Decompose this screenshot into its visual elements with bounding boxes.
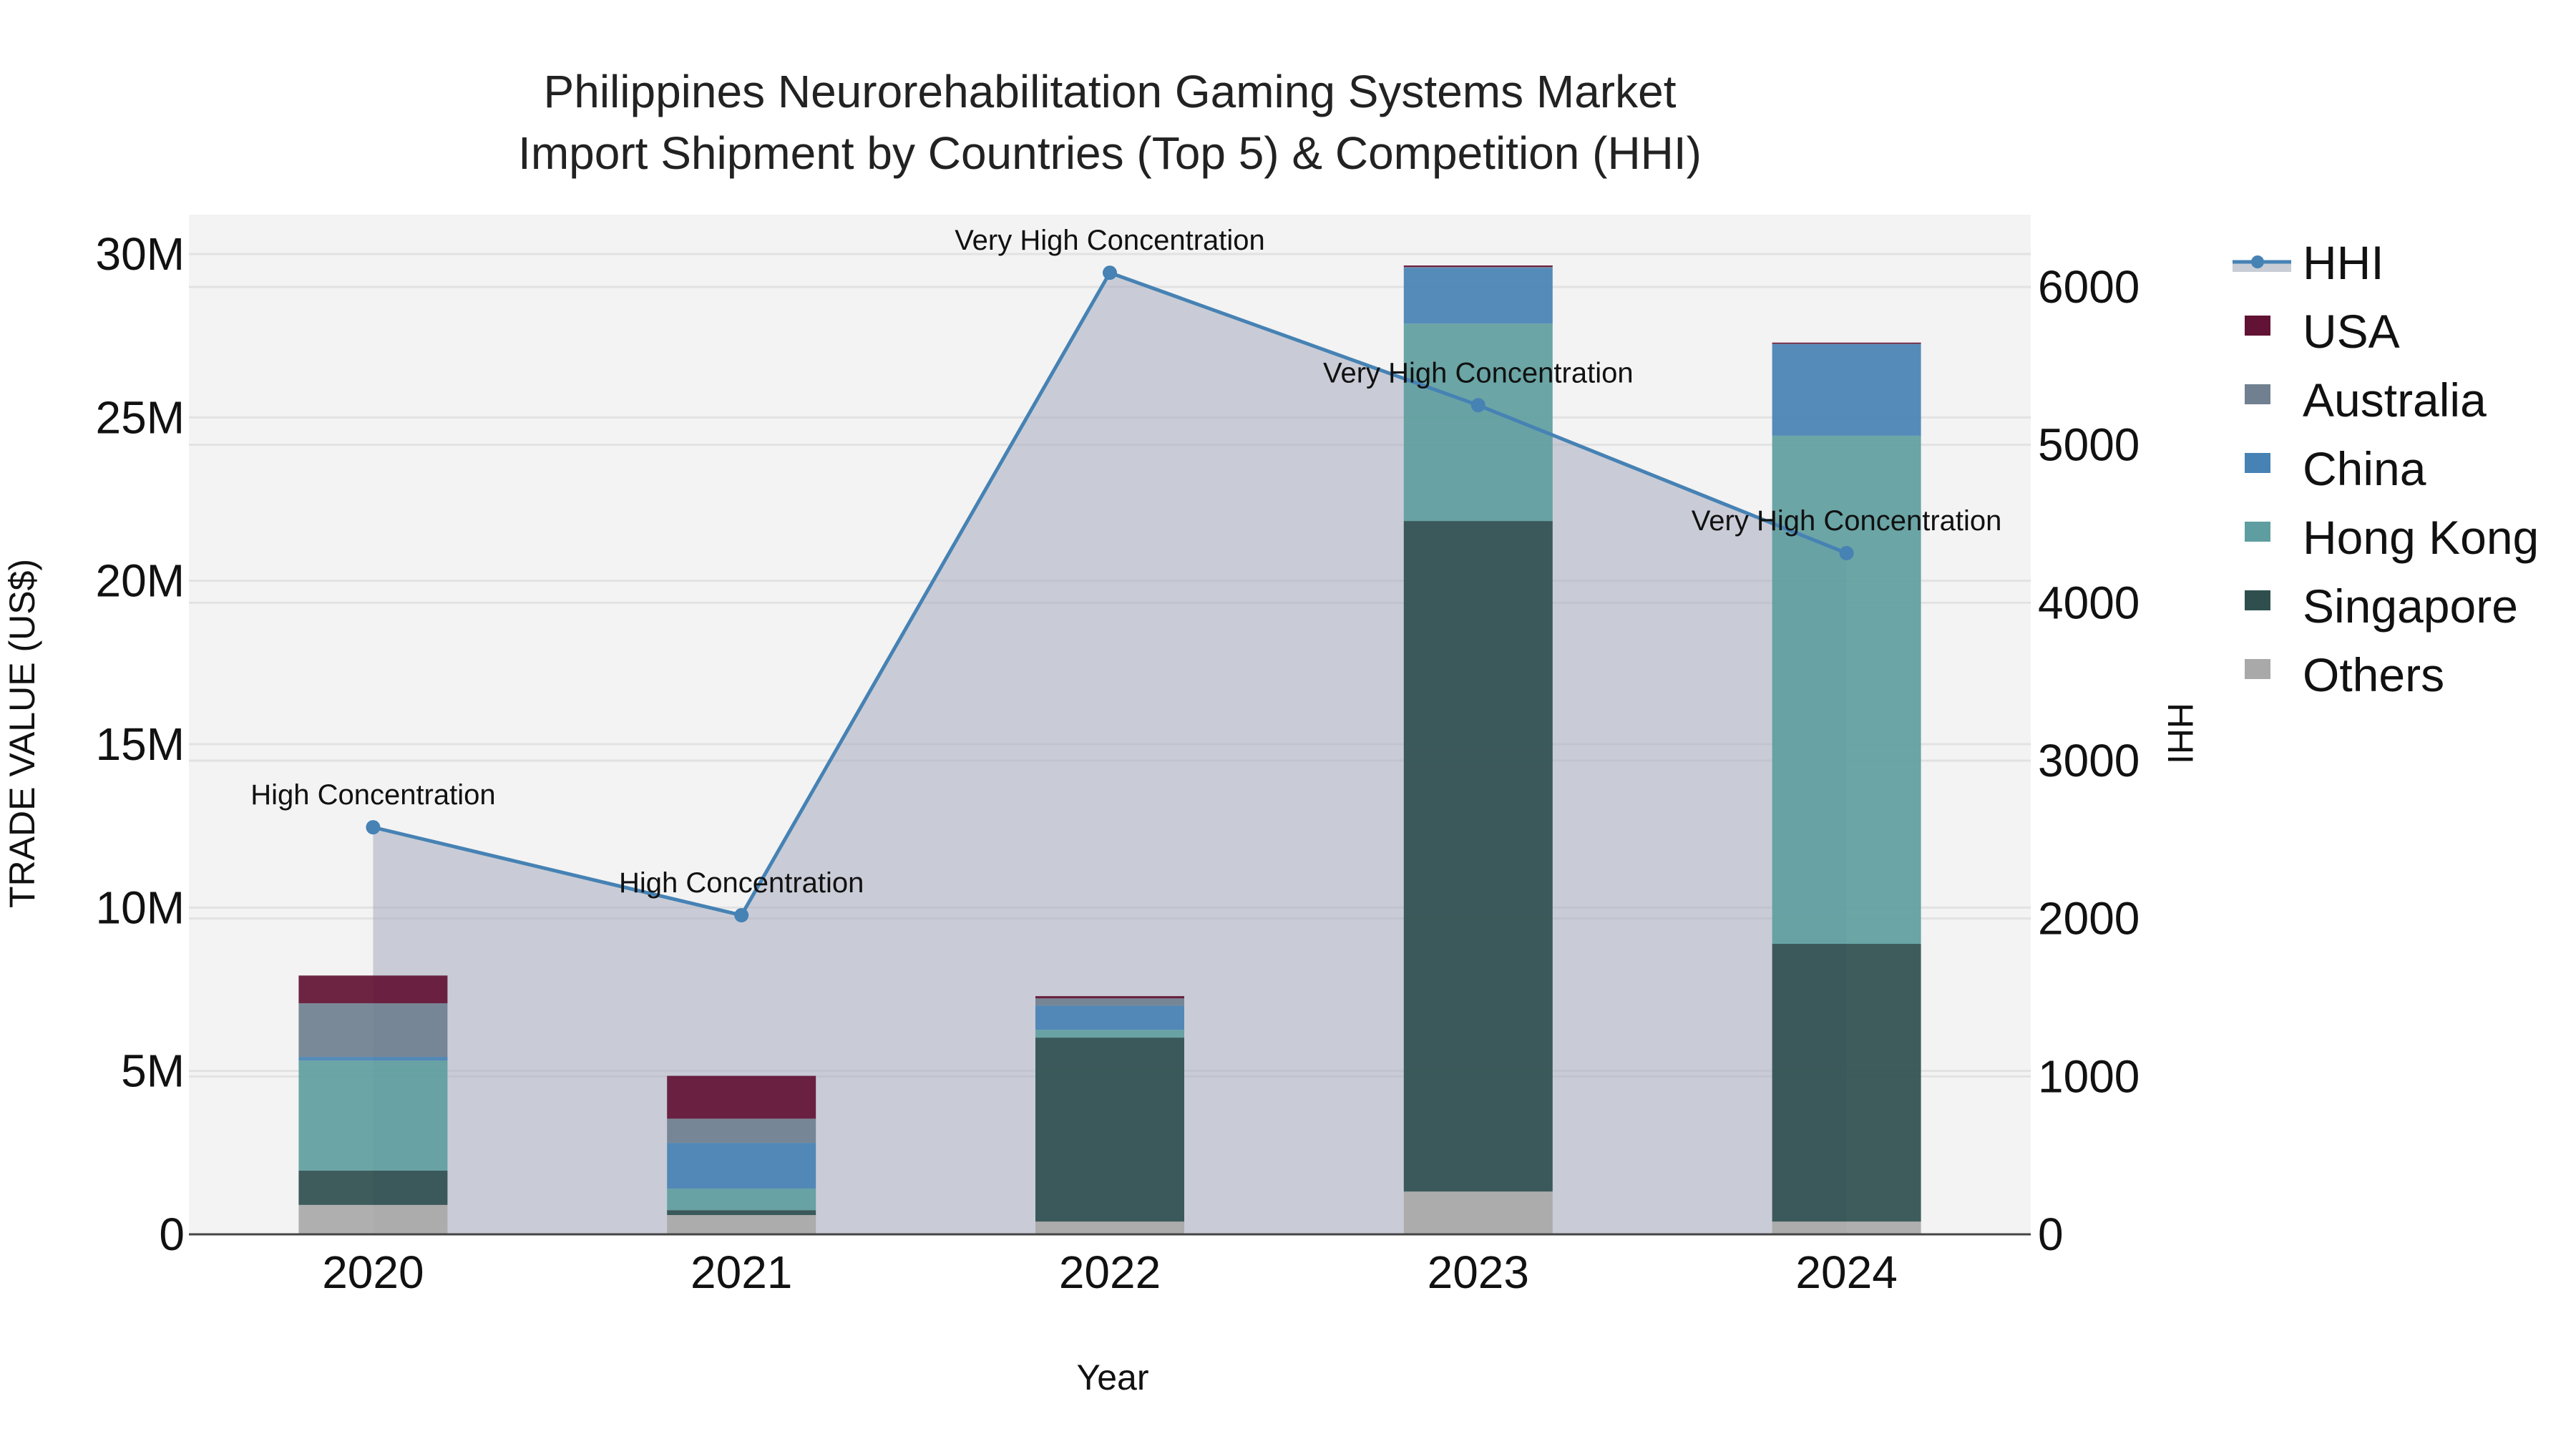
hhi-annotation: Very High Concentration [955, 225, 1265, 256]
bar-segment-singapore [1035, 1038, 1184, 1222]
bar-segment-hong-kong [1772, 435, 1921, 945]
bar-segment-others [1403, 1191, 1553, 1234]
legend-item-australia: Australia [2245, 374, 2487, 426]
bar-stack-2021 [667, 1075, 816, 1234]
hhi-marker [366, 820, 381, 835]
hhi-annotation: High Concentration [250, 779, 495, 811]
y-tick-label: 15M [96, 718, 185, 770]
bar-segment-others [667, 1215, 816, 1234]
chart-subtitle: Import Shipment by Countries (Top 5) & C… [518, 127, 1702, 179]
legend-swatch-icon [2245, 590, 2270, 610]
y-axis-title: TRADE VALUE (US$) [2, 559, 42, 908]
bar-segment-australia [298, 1003, 448, 1058]
bar-segment-usa [1403, 265, 1553, 268]
y2-axis-title: HHI [2160, 703, 2200, 764]
legend-label: China [2303, 442, 2426, 495]
y-tick-label: 0 [159, 1209, 185, 1260]
x-tick-label: 2023 [1428, 1246, 1529, 1298]
hhi-annotations: High Concentration High Concentration Very… [250, 225, 2001, 899]
chart-title: Philippines Neurorehabilitation Gaming S… [544, 66, 1677, 117]
bar-segment-singapore [1403, 521, 1553, 1192]
hhi-marker [734, 908, 749, 923]
bar-segment-china [1403, 268, 1553, 324]
legend-swatch-icon [2245, 316, 2270, 336]
legend-swatch-icon [2245, 522, 2270, 542]
x-tick-label: 2024 [1795, 1246, 1897, 1298]
bar-segment-usa [1772, 342, 1921, 344]
hhi-line [366, 265, 1854, 923]
y-tick-label: 10M [96, 882, 185, 933]
bar-segment-china [667, 1143, 816, 1189]
x-tick-label: 2021 [691, 1246, 792, 1298]
y-tick-label: 20M [96, 555, 185, 607]
hhi-marker [1470, 398, 1485, 413]
bar-segment-others [1035, 1221, 1184, 1234]
legend-marker-icon [2251, 255, 2264, 268]
x-tick-label: 2022 [1059, 1246, 1161, 1298]
y-tick-label: 5M [121, 1045, 185, 1097]
bar-segment-china [298, 1057, 448, 1061]
legend-label: Singapore [2303, 580, 2518, 633]
y2-tick-label: 2000 [2038, 893, 2140, 945]
bar-stack-2023 [1403, 265, 1553, 1234]
bar-stack-2020 [298, 975, 448, 1234]
x-axis-title: Year [1076, 1357, 1148, 1397]
bar-segment-usa [298, 975, 448, 1004]
bar-segment-hong-kong [1035, 1030, 1184, 1038]
legend-item-others: Others [2245, 648, 2444, 701]
bar-segment-australia [1403, 267, 1553, 268]
hhi-marker [1839, 546, 1854, 561]
legend-item-hong-kong: Hong Kong [2245, 511, 2539, 564]
y2-tick-label: 1000 [2038, 1050, 2140, 1102]
hhi-annotation: Very High Concentration [1692, 505, 2002, 537]
legend-label: Australia [2303, 374, 2487, 426]
y2-tick-label: 4000 [2038, 577, 2140, 628]
bar-segment-australia [1035, 998, 1184, 1006]
bar-segment-usa [1035, 996, 1184, 999]
bar-segment-singapore [667, 1210, 816, 1216]
bar-segment-china [1035, 1005, 1184, 1030]
y2-axis-ticks: 0 1000 2000 3000 4000 5000 6000 [2038, 261, 2140, 1260]
legend-swatch-icon [2245, 453, 2270, 473]
y2-tick-label: 5000 [2038, 419, 2140, 471]
y2-tick-label: 6000 [2038, 261, 2140, 313]
y2-tick-label: 3000 [2038, 735, 2140, 786]
legend-item-singapore: Singapore [2245, 580, 2518, 633]
y2-tick-label: 0 [2038, 1209, 2064, 1260]
bar-stack-2024 [1772, 342, 1921, 1234]
bar-segment-australia [667, 1118, 816, 1143]
legend-label: Others [2303, 648, 2444, 701]
bar-segment-hong-kong [1403, 323, 1553, 522]
hhi-marker [1103, 265, 1117, 280]
x-tick-label: 2020 [322, 1246, 424, 1298]
bar-segment-china [1772, 344, 1921, 436]
bar-segment-singapore [1772, 944, 1921, 1222]
bar-segment-usa [667, 1075, 816, 1119]
bar-segment-others [298, 1204, 448, 1234]
legend-label: Hong Kong [2303, 511, 2539, 564]
legend-swatch-icon [2245, 384, 2270, 404]
stacked-bars [298, 265, 1921, 1234]
bar-stack-2022 [1035, 996, 1184, 1234]
hhi-annotation: Very High Concentration [1323, 357, 1634, 389]
legend-item-hhi: HHI [2233, 236, 2384, 289]
legend: HHI USA Australia China Hong Kong Singapore Ot… [2233, 236, 2539, 701]
bar-segment-singapore [298, 1170, 448, 1205]
legend-item-usa: USA [2245, 305, 2400, 358]
x-axis-ticks: 2020 2021 2022 2023 2024 [322, 1246, 1898, 1298]
y-axis-ticks: 0 5M 10M 15M 20M 25M 30M [96, 228, 185, 1260]
bar-segment-others [1772, 1221, 1921, 1234]
y-tick-label: 30M [96, 228, 185, 280]
legend-swatch-icon [2245, 659, 2270, 679]
hhi-annotation: High Concentration [619, 867, 864, 899]
legend-label: USA [2303, 305, 2400, 358]
y-tick-label: 25M [96, 391, 185, 443]
bar-segment-hong-kong [667, 1189, 816, 1211]
legend-item-china: China [2245, 442, 2426, 495]
bar-segment-hong-kong [298, 1060, 448, 1171]
legend-area-swatch [2233, 262, 2291, 272]
legend-label: HHI [2303, 236, 2384, 289]
